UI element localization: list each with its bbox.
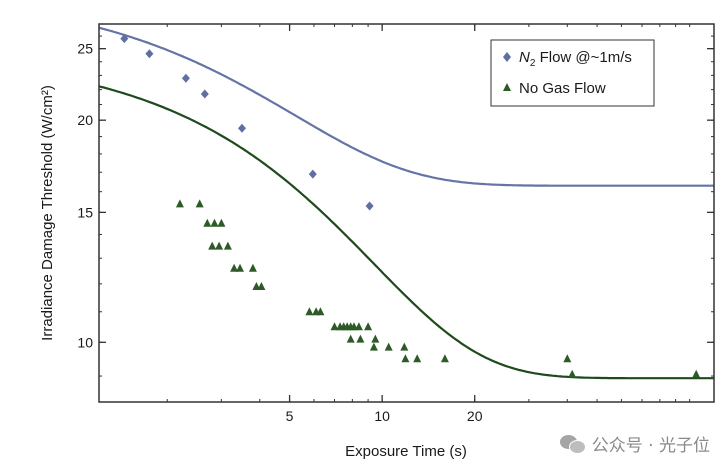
fit-curve-1 [98,85,714,380]
data-point-no-gas-flow-12 [257,282,266,290]
legend-marker-no-gas-flow [503,83,511,91]
data-point-n2-flow-5 [308,169,317,179]
data-point-no-gas-flow-0 [175,199,184,208]
data-point-n2-flow-1 [145,49,154,59]
data-point-no-gas-flow-6 [215,241,224,250]
fit-curve-0 [98,26,714,187]
data-point-no-gas-flow-31 [413,354,422,363]
data-point-no-gas-flow-10 [248,263,257,272]
x-axis-title: Exposure Time (s) [345,443,467,460]
data-point-no-gas-flow-23 [364,322,373,331]
data-point-no-gas-flow-29 [400,342,409,351]
data-point-no-gas-flow-25 [356,334,365,343]
data-point-n2-flow-2 [181,73,190,83]
y-tick-label-15: 15 [77,204,93,220]
data-point-no-gas-flow-33 [563,354,572,363]
data-point-no-gas-flow-30 [401,354,410,363]
data-point-no-gas-flow-16 [330,322,339,331]
data-point-no-gas-flow-1 [195,199,204,208]
x-tick-label-5: 5 [286,408,294,424]
data-point-n2-flow-4 [238,123,246,133]
data-point-no-gas-flow-22 [354,322,363,331]
legend-label-no-gas-flow: No Gas Flow [519,80,606,97]
data-point-no-gas-flow-26 [371,334,380,343]
data-point-no-gas-flow-2 [203,218,212,227]
x-tick-label-10: 10 [374,408,390,424]
data-point-no-gas-flow-34 [568,369,577,378]
y-tick-label-10: 10 [77,334,93,350]
legend: N2 Flow @~1m/s No Gas Flow [490,39,655,107]
legend-label-n2-flow: N2 Flow @~1m/s [519,49,632,69]
watermark-text: 公众号 · 光子位 [591,436,710,456]
data-point-no-gas-flow-7 [223,241,232,250]
data-point-no-gas-flow-15 [316,307,325,316]
y-axis-title: Irradiance Damage Threshold (W/cm²) [39,85,56,341]
wechat-icon [559,433,586,455]
data-point-no-gas-flow-35 [692,369,701,378]
data-point-no-gas-flow-9 [236,263,244,272]
data-point-no-gas-flow-24 [346,334,355,343]
data-point-no-gas-flow-5 [208,241,217,250]
data-point-no-gas-flow-8 [230,263,239,272]
data-point-no-gas-flow-28 [384,342,393,351]
y-tick-label-20: 20 [77,112,93,128]
data-point-no-gas-flow-32 [440,354,449,363]
legend-box [490,39,655,107]
x-tick-label-20: 20 [467,408,483,424]
data-point-no-gas-flow-4 [217,218,226,227]
data-point-n2-flow-3 [200,89,209,99]
data-point-no-gas-flow-13 [305,307,314,316]
data-point-no-gas-flow-27 [369,342,378,351]
data-point-no-gas-flow-3 [210,218,219,227]
y-tick-label-25: 25 [77,41,93,57]
data-point-n2-flow-0 [120,34,129,44]
data-point-n2-flow-6 [365,201,374,211]
legend-marker-n2-flow [503,52,511,62]
watermark: 公众号 · 光子位 [559,431,710,456]
